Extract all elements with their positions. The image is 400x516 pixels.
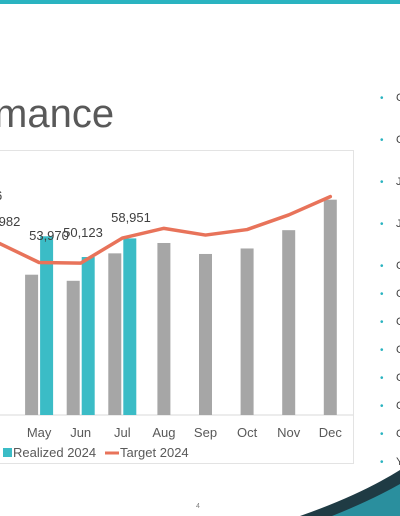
bullet-item: • C <box>380 260 400 276</box>
data-label: ,982 <box>0 214 20 229</box>
x-tick-label: Jun <box>70 425 91 440</box>
bullet-dot-icon: • <box>380 177 384 188</box>
bullet-item: • C <box>380 344 400 360</box>
data-label: 53,970 <box>29 228 69 243</box>
bullet-text: C <box>396 400 400 412</box>
bar-realized-may <box>40 236 54 415</box>
bullet-dot-icon: • <box>380 219 384 230</box>
performance-chart: rMayJunJulAugSepOctNovDec,98253,97050,12… <box>0 188 353 460</box>
bar-prior-sep <box>199 253 212 415</box>
bullet-item: • C <box>380 400 400 416</box>
bullet-item: • C <box>380 92 400 108</box>
bullet-text: J <box>396 218 400 230</box>
bullet-text: C <box>396 372 400 384</box>
bullet-dot-icon: • <box>380 429 384 440</box>
x-tick-label: Jul <box>114 425 131 440</box>
legend-label-realized: Realized 2024 <box>13 445 96 460</box>
bullet-item: • Y <box>380 456 400 472</box>
bar-prior-oct <box>240 248 254 415</box>
bullet-text: J <box>396 176 400 188</box>
x-tick-label: Aug <box>152 425 175 440</box>
x-tick-label: Dec <box>319 425 343 440</box>
bullet-item: • C <box>380 134 400 150</box>
x-tick-label: Oct <box>237 425 258 440</box>
bullet-item: • C <box>380 288 400 304</box>
bar-realized-jul <box>123 238 137 415</box>
bullet-dot-icon: • <box>380 401 384 412</box>
bullet-dot-icon: • <box>380 93 384 104</box>
bullet-text: C <box>396 134 400 146</box>
bullet-item: • C <box>380 316 400 332</box>
top-accent-rule <box>0 0 400 4</box>
data-label: 6 <box>0 188 2 203</box>
bullet-item: • C <box>380 428 400 444</box>
bullet-text: C <box>396 428 400 440</box>
x-tick-label: May <box>27 425 52 440</box>
bar-realized-jun <box>81 257 95 415</box>
bullet-item: • J <box>380 176 400 192</box>
legend-swatch-realized <box>3 448 12 457</box>
bullet-dot-icon: • <box>380 373 384 384</box>
data-label: 58,951 <box>111 210 151 225</box>
bullet-text: Y <box>396 456 400 468</box>
bullet-dot-icon: • <box>380 135 384 146</box>
bullet-text: C <box>396 344 400 356</box>
bar-prior-dec <box>323 199 337 415</box>
target-line <box>0 194 333 265</box>
bullet-item: • C <box>380 372 400 388</box>
bar-prior-aug <box>157 242 171 415</box>
bar-prior-may <box>25 274 39 415</box>
bullet-item: • J <box>380 218 400 234</box>
bullet-dot-icon: • <box>380 289 384 300</box>
bar-prior-jun <box>66 280 80 415</box>
bullet-text: C <box>396 288 400 300</box>
bullet-dot-icon: • <box>380 317 384 328</box>
bullet-dot-icon: • <box>380 457 384 468</box>
page-number: 4 <box>196 503 200 510</box>
bullet-dot-icon: • <box>380 345 384 356</box>
x-tick-label: Nov <box>277 425 301 440</box>
bullet-text: C <box>396 316 400 328</box>
bar-prior-jul <box>108 253 122 415</box>
x-tick-label: Sep <box>194 425 217 440</box>
data-label: 50,123 <box>63 225 103 240</box>
bar-prior-nov <box>282 230 296 415</box>
bullet-text: C <box>396 92 400 104</box>
chart-frame[interactable]: rMayJunJulAugSepOctNovDec,98253,97050,12… <box>0 150 354 464</box>
bullet-dot-icon: • <box>380 261 384 272</box>
slide-title: mance <box>0 92 115 136</box>
bullet-text: C <box>396 260 400 272</box>
legend-label-target: Target 2024 <box>120 445 189 460</box>
